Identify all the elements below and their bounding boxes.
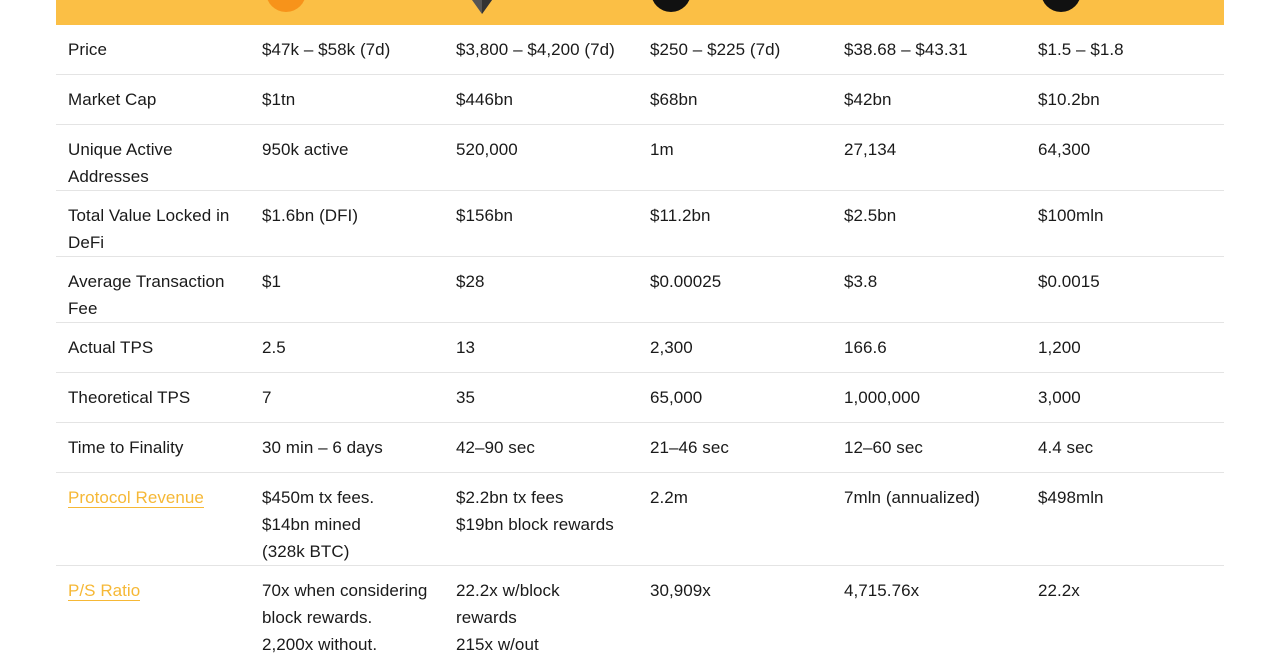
table-cell: 7mln (annualized) bbox=[832, 473, 1026, 566]
table-cell: 21–46 sec bbox=[638, 423, 832, 473]
table-cell: 27,134 bbox=[832, 125, 1026, 191]
table-cell: $0.0015 bbox=[1026, 257, 1224, 323]
row-label: Average Transaction Fee bbox=[56, 257, 250, 323]
table-cell: 35 bbox=[444, 373, 638, 423]
table-cell: 70x when considering block rewards. 2,20… bbox=[250, 566, 444, 667]
table-row: Average Transaction Fee $1 $28 $0.00025 … bbox=[56, 257, 1224, 323]
row-label: Actual TPS bbox=[56, 323, 250, 373]
table-cell: 520,000 bbox=[444, 125, 638, 191]
table-cell: 3,000 bbox=[1026, 373, 1224, 423]
solana-logo-icon bbox=[651, 0, 691, 12]
table-cell: $156bn bbox=[444, 191, 638, 257]
table-cell: 4.4 sec bbox=[1026, 423, 1224, 473]
table-cell: $446bn bbox=[444, 75, 638, 125]
bitcoin-logo-icon bbox=[266, 0, 306, 12]
table-cell: $3.8 bbox=[832, 257, 1026, 323]
table-cell: 12–60 sec bbox=[832, 423, 1026, 473]
table-cell: $47k – $58k (7d) bbox=[250, 25, 444, 75]
table-cell: 1,000,000 bbox=[832, 373, 1026, 423]
table-row: Time to Finality 30 min – 6 days 42–90 s… bbox=[56, 423, 1224, 473]
table-cell: $450m tx fees. $14bn mined (328k BTC) bbox=[250, 473, 444, 566]
table-cell: $3,800 – $4,200 (7d) bbox=[444, 25, 638, 75]
row-label: P/S Ratio bbox=[56, 566, 250, 667]
table-cell: 2,300 bbox=[638, 323, 832, 373]
table-row: Unique Active Addresses 950k active 520,… bbox=[56, 125, 1224, 191]
algorand-logo-icon bbox=[1041, 0, 1081, 12]
ethereum-logo-icon bbox=[471, 0, 493, 14]
row-label: Protocol Revenue bbox=[56, 473, 250, 566]
table-cell: $10.2bn bbox=[1026, 75, 1224, 125]
table-cell: 64,300 bbox=[1026, 125, 1224, 191]
table-cell: 22.2x bbox=[1026, 566, 1224, 667]
table-cell: $1tn bbox=[250, 75, 444, 125]
row-label: Market Cap bbox=[56, 75, 250, 125]
table-cell: 30 min – 6 days bbox=[250, 423, 444, 473]
comparison-table-container: Price $47k – $58k (7d) $3,800 – $4,200 (… bbox=[56, 0, 1224, 667]
table-cell: $0.00025 bbox=[638, 257, 832, 323]
table-cell: $250 – $225 (7d) bbox=[638, 25, 832, 75]
row-label: Unique Active Addresses bbox=[56, 125, 250, 191]
header-band bbox=[56, 0, 1224, 25]
table-row: Actual TPS 2.5 13 2,300 166.6 1,200 bbox=[56, 323, 1224, 373]
table-cell: $1 bbox=[250, 257, 444, 323]
row-label: Total Value Locked in DeFi bbox=[56, 191, 250, 257]
table-row: P/S Ratio 70x when considering block rew… bbox=[56, 566, 1224, 667]
table-cell: 950k active bbox=[250, 125, 444, 191]
protocol-revenue-link[interactable]: Protocol Revenue bbox=[68, 488, 204, 508]
table-cell: 42–90 sec bbox=[444, 423, 638, 473]
table-cell: $1.6bn (DFI) bbox=[250, 191, 444, 257]
table-cell: $28 bbox=[444, 257, 638, 323]
table-cell: $2.5bn bbox=[832, 191, 1026, 257]
table-cell: 2.5 bbox=[250, 323, 444, 373]
table-cell: 30,909x bbox=[638, 566, 832, 667]
table-cell: 65,000 bbox=[638, 373, 832, 423]
table-cell: $68bn bbox=[638, 75, 832, 125]
table-cell: 1m bbox=[638, 125, 832, 191]
row-label: Theoretical TPS bbox=[56, 373, 250, 423]
ps-ratio-link[interactable]: P/S Ratio bbox=[68, 581, 140, 601]
table-cell: $42bn bbox=[832, 75, 1026, 125]
row-label: Price bbox=[56, 25, 250, 75]
table-row: Theoretical TPS 7 35 65,000 1,000,000 3,… bbox=[56, 373, 1224, 423]
crypto-comparison-table: Price $47k – $58k (7d) $3,800 – $4,200 (… bbox=[56, 25, 1224, 667]
table-cell: $498mln bbox=[1026, 473, 1224, 566]
table-cell: 1,200 bbox=[1026, 323, 1224, 373]
table-cell: $11.2bn bbox=[638, 191, 832, 257]
table-row: Total Value Locked in DeFi $1.6bn (DFI) … bbox=[56, 191, 1224, 257]
table-row: Market Cap $1tn $446bn $68bn $42bn $10.2… bbox=[56, 75, 1224, 125]
table-cell: $2.2bn tx fees $19bn block rewards bbox=[444, 473, 638, 566]
table-cell: 166.6 bbox=[832, 323, 1026, 373]
table-row: Price $47k – $58k (7d) $3,800 – $4,200 (… bbox=[56, 25, 1224, 75]
row-label: Time to Finality bbox=[56, 423, 250, 473]
table-cell: $1.5 – $1.8 bbox=[1026, 25, 1224, 75]
table-cell: 2.2m bbox=[638, 473, 832, 566]
table-cell: 7 bbox=[250, 373, 444, 423]
table-cell: 13 bbox=[444, 323, 638, 373]
table-cell: 4,715.76x bbox=[832, 566, 1026, 667]
table-cell: $100mln bbox=[1026, 191, 1224, 257]
table-row: Protocol Revenue $450m tx fees. $14bn mi… bbox=[56, 473, 1224, 566]
table-cell: $38.68 – $43.31 bbox=[832, 25, 1026, 75]
polkadot-logo-icon bbox=[846, 0, 886, 12]
table-cell: 22.2x w/block rewards 215x w/out bbox=[444, 566, 638, 667]
